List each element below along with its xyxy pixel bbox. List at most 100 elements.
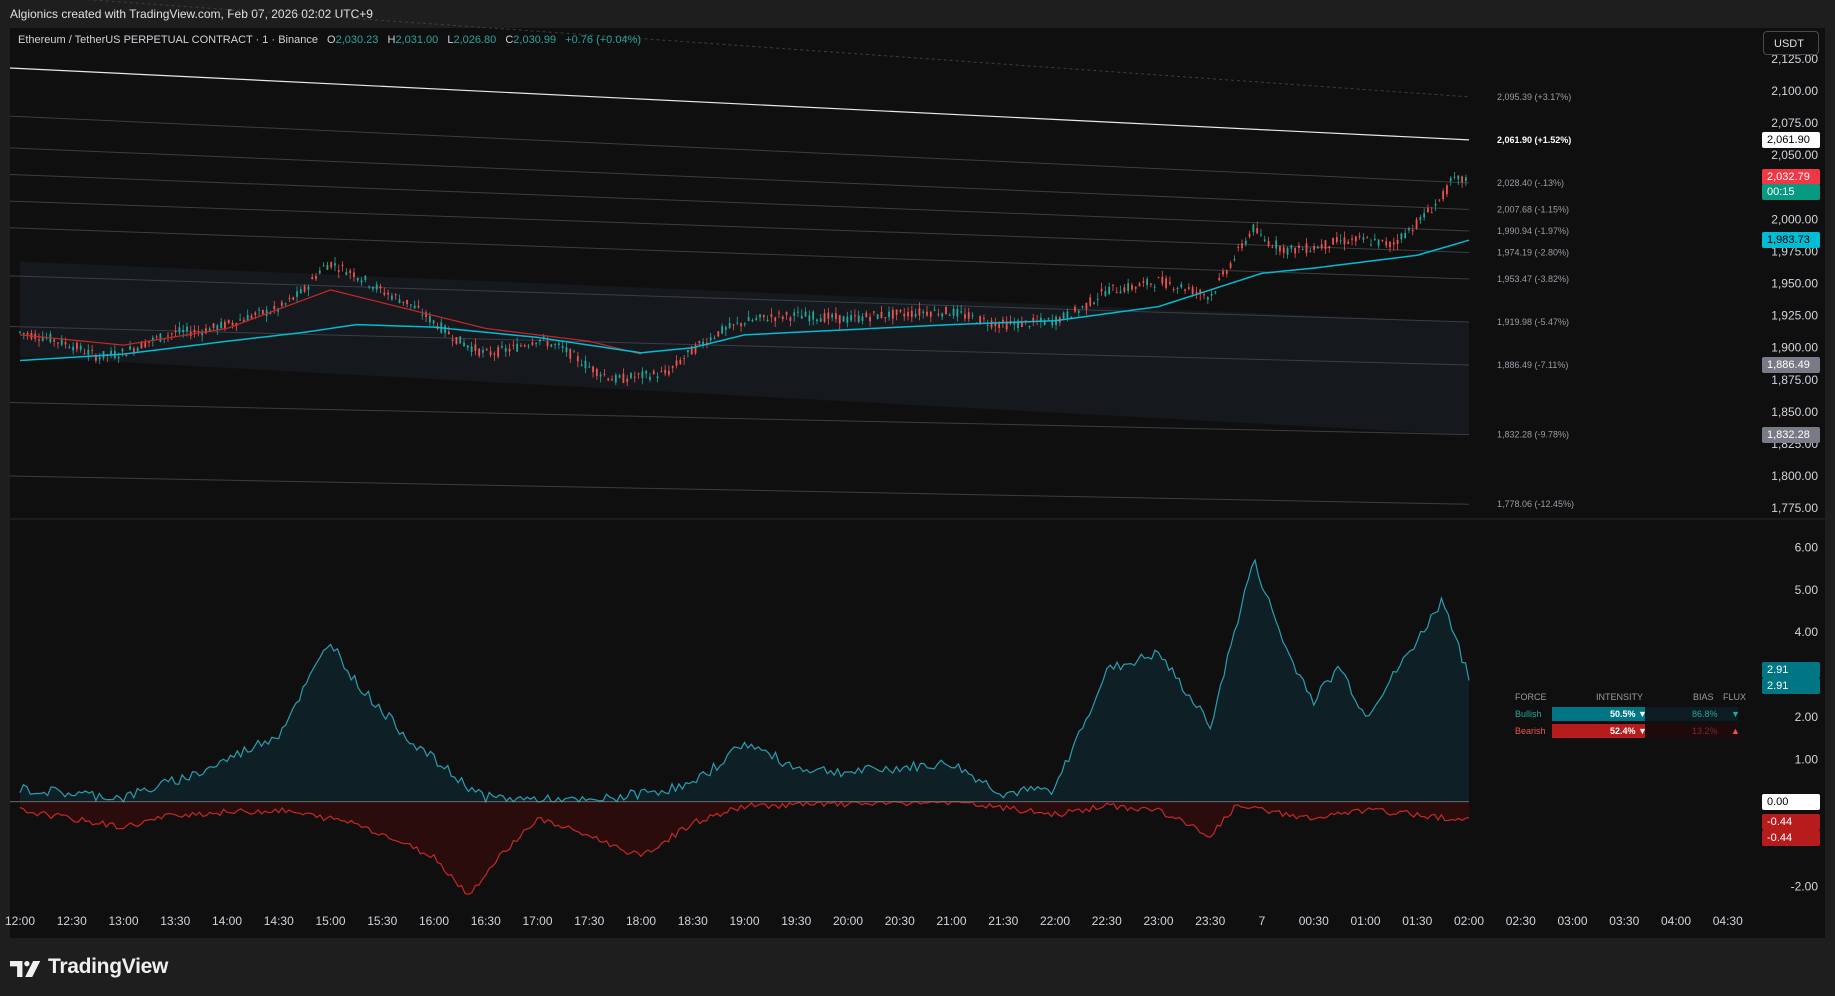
candle-body (1305, 243, 1308, 254)
candle-body (1244, 240, 1247, 245)
oscillator-pane (10, 558, 1470, 896)
time-tick-label: 15:00 (315, 914, 345, 928)
candle-body (425, 312, 427, 317)
candle-body (1237, 246, 1240, 248)
candle-body (823, 313, 826, 322)
candle-body (641, 371, 644, 379)
time-tick-label: 18:30 (678, 914, 708, 928)
candle-body (1013, 322, 1016, 325)
candle-body (838, 315, 841, 324)
candle-body (759, 314, 761, 318)
candle-body (846, 316, 849, 323)
time-tick-label: 17:00 (522, 914, 552, 928)
candle-body (592, 366, 594, 373)
candle-body (588, 366, 591, 368)
candle-body (554, 344, 556, 346)
candle-body (1199, 289, 1202, 295)
open-label: O (327, 34, 336, 46)
candle-body (1214, 291, 1217, 293)
candle-body (485, 349, 488, 351)
symbol-legend[interactable]: Ethereum / TetherUS PERPETUAL CONTRACT ·… (18, 34, 641, 46)
candle-body (747, 317, 750, 322)
time-tick-label: 04:30 (1713, 914, 1743, 928)
candle-body (1096, 298, 1099, 300)
candle-body (781, 316, 784, 320)
candle-body (391, 295, 393, 300)
candle-body (121, 349, 124, 352)
time-tick-label: 17:30 (574, 914, 604, 928)
candle-body (614, 375, 617, 383)
candle-body (865, 312, 868, 318)
legend-force-bullish: Bullish (1515, 709, 1542, 719)
candle-body (1047, 318, 1050, 320)
time-tick-label: 19:00 (729, 914, 759, 928)
legend-header-force: FORCE (1515, 692, 1547, 702)
candle-body (1195, 292, 1198, 294)
candle-body (292, 297, 295, 300)
candle-body (19, 331, 21, 333)
time-tick-label: 01:00 (1350, 914, 1380, 928)
candle-body (1328, 246, 1331, 248)
candle-body (227, 319, 230, 324)
candle-body (356, 278, 359, 281)
candle-body (895, 309, 898, 315)
symbol-name: Ethereum / TetherUS PERPETUAL CONTRACT ·… (18, 34, 318, 46)
candle-body (1062, 312, 1065, 319)
time-tick-label: 12:00 (5, 914, 35, 928)
candle-body (311, 277, 314, 280)
caption-text: Algionics created with TradingView.com, … (10, 7, 373, 21)
candle-body (375, 284, 378, 290)
currency-button[interactable]: USDT (1763, 31, 1819, 55)
candle-body (1279, 246, 1281, 252)
time-tick-label: 02:30 (1506, 914, 1536, 928)
candle-body (683, 358, 686, 360)
candle-body (148, 341, 150, 343)
level-line (9, 67, 1470, 141)
candle-body (1241, 243, 1243, 249)
candle-body (428, 315, 431, 323)
candle-body (326, 264, 329, 270)
candle-body (159, 333, 162, 342)
candle-body (542, 336, 545, 338)
candle-body (888, 311, 890, 318)
close-value: 2,030.99 (513, 34, 557, 46)
candle-body (394, 294, 397, 296)
candle-body (645, 371, 648, 374)
candle-body (1020, 321, 1023, 328)
candle-body (941, 313, 944, 317)
candle-body (151, 337, 154, 341)
candle-body (948, 314, 951, 316)
candle-body (743, 323, 746, 325)
time-tick-label: 20:00 (833, 914, 863, 928)
level-line (9, 115, 1470, 184)
bullish-area (20, 560, 1469, 802)
candle-body (622, 373, 625, 383)
candle-body (918, 308, 921, 316)
candle-body (1119, 291, 1122, 294)
candle-body (1172, 289, 1175, 291)
candle-body (1389, 241, 1391, 248)
candle-body (349, 270, 352, 274)
level-lines: 2,095.39 (+3.17%) 2,061.90 (+1.52%) 2,028.… (9, 0, 1825, 520)
time-tick-label: 23:00 (1143, 914, 1173, 928)
level-line (9, 275, 1470, 323)
candle-body (1131, 285, 1133, 290)
price-tick-label: 1,950.00 (1771, 277, 1818, 291)
candle-body (884, 317, 887, 319)
price-tick-label: 1,925.00 (1771, 309, 1818, 323)
candle-body (880, 311, 883, 318)
candle-body (1039, 317, 1042, 322)
candle-body (668, 370, 670, 375)
candle-body (470, 346, 473, 352)
candle-body (1453, 176, 1456, 178)
candle-body (1180, 284, 1183, 288)
candle-body (755, 318, 758, 320)
candle-body (1168, 282, 1171, 284)
candle-body (1385, 241, 1388, 246)
candle-body (284, 303, 287, 305)
time-tick-label: 14:30 (264, 914, 294, 928)
candle-body (1351, 238, 1353, 240)
candle-body (1343, 237, 1346, 245)
level-label: 1,974.19 (-2.80%) (1497, 247, 1569, 257)
